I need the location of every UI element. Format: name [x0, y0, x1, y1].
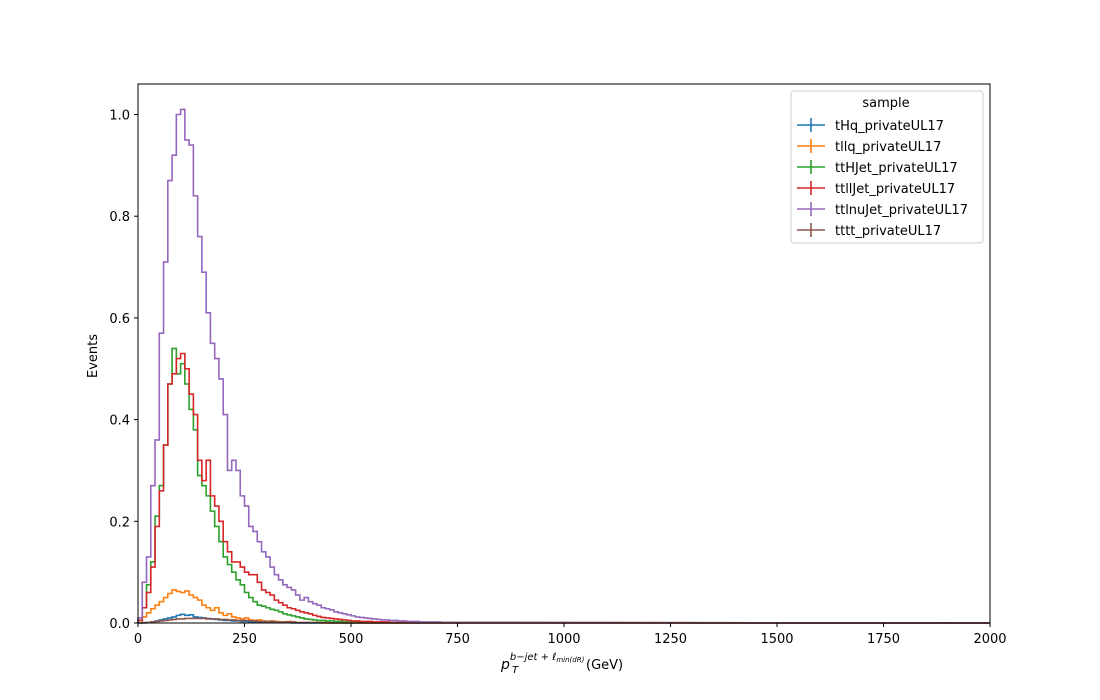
x-tick-label: 250 — [232, 632, 257, 647]
x-tick-label: 1250 — [654, 632, 687, 647]
series-line-4 — [137, 108, 991, 624]
y-tick-label: 0.6 — [109, 312, 130, 327]
series-line-5 — [138, 617, 990, 624]
y-axis: 0.0 0.2 0.4 0.6 0.8 1.0 — [109, 109, 138, 632]
x-tick-label: 0 — [134, 632, 142, 647]
x-axis-title: pb−jet + ℓmin(dR) T (GeV) — [500, 652, 623, 676]
x-tick-label: 1500 — [760, 632, 793, 647]
legend-title: sample — [862, 96, 909, 111]
x-tick-label: 500 — [339, 632, 364, 647]
y-tick-label: 0.2 — [109, 515, 130, 530]
x-axis-title-sup-sub: min(dR) — [556, 656, 584, 664]
x-tick-label: 1750 — [867, 632, 900, 647]
legend-label: tttt_privateUL17 — [835, 224, 941, 239]
series-layer — [137, 108, 991, 624]
x-axis-title-unit: (GeV) — [586, 658, 623, 673]
y-tick-label: 0.4 — [109, 414, 130, 429]
legend-label: tHq_privateUL17 — [835, 119, 944, 134]
x-tick-label: 750 — [445, 632, 470, 647]
y-axis-title: Events — [86, 334, 101, 378]
series-line-3 — [137, 352, 991, 624]
x-axis-title-sup: b−jet + ℓ — [510, 652, 556, 663]
legend: sample tHq_privateUL17 tllq_privateUL17tt… — [790, 90, 984, 244]
legend-label: ttHJet_privateUL17 — [835, 161, 958, 176]
y-tick-label: 0.8 — [109, 210, 130, 225]
x-axis-title-base: p — [500, 657, 510, 673]
legend-entries: tHq_privateUL17 tllq_privateUL17 ttHJet_pr… — [797, 118, 968, 239]
x-tick-label: 1000 — [547, 632, 580, 647]
x-axis-title-sub: T — [512, 665, 519, 676]
x-axis: 0 250 500 750 1000 1250 1500 1750 2000 — [134, 623, 1007, 647]
legend-label: ttllJet_privateUL17 — [835, 182, 955, 197]
x-tick-label: 2000 — [973, 632, 1006, 647]
y-tick-label: 0.0 — [109, 617, 130, 632]
legend-box — [790, 90, 984, 244]
y-tick-label: 1.0 — [109, 109, 130, 124]
series-line-2 — [137, 347, 991, 624]
legend-label: tllq_privateUL17 — [835, 140, 941, 155]
legend-label: ttlnuJet_privateUL17 — [835, 203, 968, 218]
